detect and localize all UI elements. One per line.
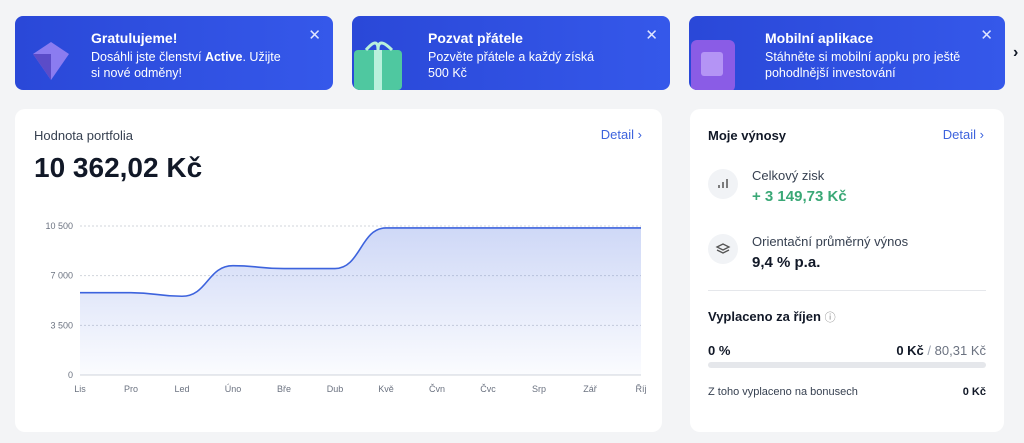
banner-text: Dosáhli jste členství Active. Užijte si …: [91, 49, 291, 81]
text: . Užijte si nové odměny!: [91, 50, 281, 80]
x-tick-label: Srp: [532, 384, 546, 394]
x-tick-label: Led: [174, 384, 189, 394]
divider: [708, 290, 986, 291]
banner-text: Pozvěte přátele a každý získá 500 Kč: [428, 49, 608, 81]
x-tick-label: Úno: [225, 384, 242, 394]
returns-card: Moje výnosy Detail › Celkový zisk + 3 14…: [690, 109, 1004, 432]
separator: /: [927, 343, 932, 358]
area: [80, 227, 641, 375]
close-button[interactable]: ✕: [645, 27, 658, 44]
y-tick-label: 10 500: [45, 221, 73, 231]
payout-percent: 0 %: [708, 343, 731, 358]
x-tick-label: Dub: [327, 384, 344, 394]
portfolio-value: 10 362,02 Kč: [34, 152, 203, 183]
bonus-label: Z toho vyplaceno na bonusech: [708, 386, 858, 398]
x-tick-label: Říj: [636, 384, 647, 394]
line: [80, 227, 641, 298]
progress-track: [708, 362, 986, 368]
returns-title: Moje výnosy: [708, 128, 787, 143]
portfolio-card: Hodnota portfolia Detail › 10 362,02 Kč …: [15, 109, 662, 432]
text: Vyplaceno za říjen: [708, 309, 821, 324]
banner-title: Mobilní aplikace: [765, 30, 874, 46]
item-label: Celkový zisk: [752, 168, 825, 183]
detail-link[interactable]: Detail ›: [600, 127, 642, 142]
x-tick-label: Zář: [583, 384, 598, 394]
line-chart: 0 3 500 7 000 10 500 Lis Pro Led Úno Bře Dub Kvě Čv…: [45, 221, 647, 394]
x-tick-label: Lis: [74, 384, 86, 394]
y-tick-label: 7 000: [50, 271, 73, 281]
text: Stáhněte si mobilní appku pro ještě poho…: [765, 50, 961, 80]
x-tick-label: Kvě: [378, 384, 394, 394]
banner-title: Gratulujeme!: [91, 30, 178, 46]
portfolio-label: Hodnota portfolia: [34, 128, 134, 143]
detail-link[interactable]: Detail ›: [942, 127, 984, 142]
banner: Gratulujeme! Dosáhli jste členství Activ…: [15, 16, 333, 90]
text: Pozvěte přátele a každý získá 500 Kč: [428, 50, 595, 80]
payout-title: Vyplaceno za říjen ⓘ: [708, 309, 836, 324]
bonus-value: 0 Kč: [962, 386, 986, 398]
close-button[interactable]: ✕: [308, 27, 321, 44]
payout-amounts: 0 Kč / 80,31 Kč: [896, 343, 986, 358]
x-tick-label: Čvc: [480, 384, 496, 394]
banner: Mobilní aplikace Stáhněte si mobilní app…: [689, 16, 1005, 90]
chart-icon: [708, 169, 738, 199]
x-tick-label: Čvn: [429, 384, 445, 394]
x-tick-label: Pro: [124, 384, 138, 394]
item-value: 9,4 % p.a.: [752, 254, 821, 271]
banner-text: Stáhněte si mobilní appku pro ještě poho…: [765, 49, 975, 81]
diamond-icon: [33, 42, 69, 80]
link-text[interactable]: Detail: [600, 127, 635, 142]
next-arrow[interactable]: ›: [1013, 44, 1019, 61]
link-text[interactable]: Detail: [942, 127, 977, 142]
paid: 0 Kč: [896, 343, 924, 358]
close-button[interactable]: ✕: [980, 27, 993, 44]
phone-icon: [691, 40, 735, 90]
text: Dosáhli jste členství: [91, 50, 205, 64]
total: 80,31 Kč: [934, 343, 986, 358]
x-tick-label: Bře: [277, 384, 291, 394]
gift-icon: [354, 41, 402, 90]
item-label: Orientační průměrný výnos: [752, 234, 909, 249]
item-value: + 3 149,73 Kč: [752, 188, 847, 205]
y-tick-label: 3 500: [50, 320, 73, 330]
layers-icon: [708, 234, 738, 264]
y-tick-label: 0: [68, 370, 73, 380]
banner: Pozvat přátele Pozvěte přátele a každý z…: [352, 16, 670, 90]
bold-text: Active: [204, 50, 243, 64]
banner-title: Pozvat přátele: [428, 30, 523, 46]
